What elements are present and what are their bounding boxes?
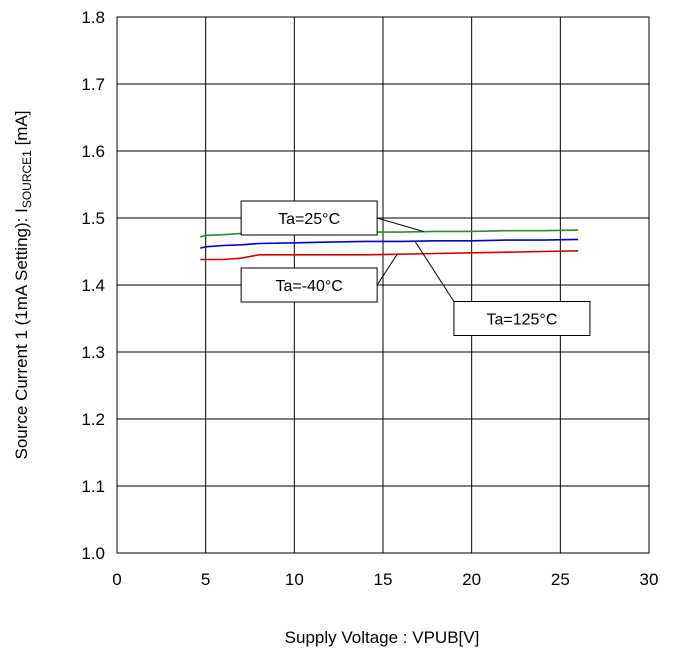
callout-box	[240, 267, 378, 303]
y-tick-label: 1.6	[81, 142, 105, 161]
x-axis-label: Supply Voltage : VPUB[V]	[285, 628, 480, 647]
y-axis-label: Source Current 1 (1mA Setting): ISOURCE1…	[12, 110, 34, 459]
callout-box	[453, 301, 591, 336]
callout-box	[240, 200, 378, 236]
x-tick-label: 30	[640, 570, 659, 589]
callouts: Ta=25°C Ta=-40°C Ta=125°C	[240, 200, 591, 336]
series-line-1	[200, 238, 579, 249]
callout-leader	[376, 217, 424, 233]
y-tick-label: 1.0	[81, 544, 105, 563]
x-tick-label: 15	[374, 570, 393, 589]
y-tick-label: 1.2	[81, 410, 105, 429]
y-tick-label: 1.1	[81, 477, 105, 496]
y-axis-label-subscript: SOURCE1	[20, 150, 34, 208]
y-tick-label: 1.3	[81, 343, 105, 362]
callout-label: Ta=25°C	[278, 211, 340, 228]
x-tick-label: 10	[285, 570, 304, 589]
x-tick-label: 5	[201, 570, 210, 589]
y-tick-label: 1.5	[81, 209, 105, 228]
callout-label: Ta=-40°C	[275, 278, 342, 295]
y-axis-label-unit: [mA]	[12, 110, 31, 150]
tick-labels: 0 5 10 15 20 25 30 1.0 1.1 1.2 1.3 1.4 1.5 1.6 1.7 1.8	[81, 8, 658, 589]
y-tick-label: 1.8	[81, 8, 105, 27]
x-tick-label: 25	[551, 570, 570, 589]
plot-frame	[116, 16, 650, 554]
callout-label: Ta=125°C	[486, 312, 557, 329]
chart-grid	[116, 16, 650, 554]
y-tick-label: 1.4	[81, 276, 105, 295]
x-tick-label: 20	[462, 570, 481, 589]
callout-leader	[376, 253, 398, 286]
x-tick-label: 0	[112, 570, 121, 589]
y-tick-label: 1.7	[81, 75, 105, 94]
series-line-2	[200, 250, 579, 261]
callout-leader	[414, 240, 455, 302]
y-axis-label-main: Source Current 1 (1mA Setting): I	[12, 208, 31, 459]
